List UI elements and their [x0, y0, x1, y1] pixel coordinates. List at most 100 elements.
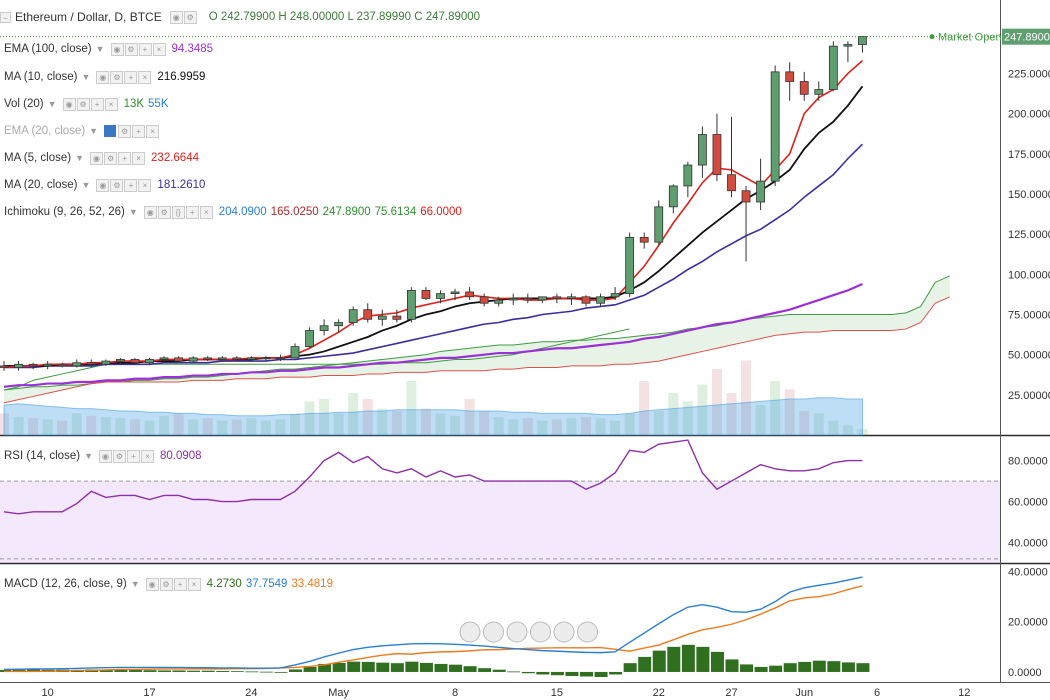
nav-scroll-button[interactable] [506, 621, 528, 643]
macd-histogram-bar [245, 671, 259, 673]
close-icon[interactable]: × [187, 577, 201, 591]
ichimoku-layer [3, 275, 950, 404]
eye-icon[interactable]: ◉ [98, 449, 112, 463]
close-icon[interactable]: × [104, 97, 118, 111]
nav-scroll-button[interactable] [553, 621, 575, 643]
legend-ma10[interactable]: MA (10, close) ▼ ◉ ⚙ + × 216.9959 [0, 70, 211, 84]
legend-ma20-value: 181.2610 [157, 179, 206, 191]
candle-body [727, 174, 736, 192]
ichimoku-span-b [3, 296, 950, 404]
nav-scroll-button[interactable] [483, 621, 504, 643]
eye-icon[interactable]: ◉ [96, 70, 110, 84]
plus-icon[interactable]: + [90, 97, 104, 111]
nav-scroll-button[interactable] [577, 621, 598, 643]
nav-button-circle[interactable] [506, 621, 528, 643]
candle-body [406, 289, 416, 320]
settings-icon[interactable]: ⚙ [110, 70, 124, 84]
settings-icon[interactable]: ⚙ [118, 124, 132, 138]
eye-icon[interactable]: ◉ [145, 577, 159, 591]
close-icon[interactable]: × [138, 178, 152, 192]
source-code-icon[interactable]: {} [171, 205, 185, 219]
settings-icon[interactable]: ⚙ [104, 151, 118, 165]
nav-button-circle[interactable] [577, 621, 598, 643]
close-icon[interactable]: × [152, 42, 166, 56]
nav-button-circle[interactable] [553, 621, 575, 643]
eye-icon[interactable]: ◉ [169, 10, 183, 24]
chevron-down-icon[interactable]: ▼ [81, 72, 91, 82]
legend-macd[interactable]: MACD (12, 26, close, 9) ▼ ◉ ⚙ + × 4.2730 37.… [0, 577, 339, 591]
plus-icon[interactable]: + [124, 178, 138, 192]
volume-bar [348, 393, 359, 435]
candle-body [348, 309, 358, 323]
chevron-down-icon[interactable]: ▼ [128, 207, 138, 217]
chevron-down-icon[interactable]: ▼ [47, 99, 57, 109]
settings-icon[interactable]: ⚙ [110, 178, 124, 192]
legend-vol[interactable]: Vol (20) ▼ ◉ ⚙ + × 13K 55K [0, 97, 175, 111]
candle-body [246, 357, 256, 360]
candle-body [770, 71, 780, 182]
close-icon[interactable]: × [140, 449, 154, 463]
settings-icon[interactable]: ⚙ [183, 10, 197, 24]
macd-histogram-bar [259, 671, 273, 673]
plus-icon[interactable]: + [118, 151, 132, 165]
plus-icon[interactable]: + [132, 124, 146, 138]
legend-ma5[interactable]: MA (5, close) ▼ ◉ ⚙ + × 232.6644 [0, 151, 205, 165]
close-icon[interactable]: × [138, 70, 152, 84]
legend-ma20[interactable]: MA (20, close) ▼ ◉ ⚙ + × 181.2610 [0, 178, 211, 192]
plus-icon[interactable]: + [126, 449, 140, 463]
candle-body [43, 363, 53, 367]
collapse-icon[interactable]: − [0, 11, 11, 23]
plus-icon[interactable]: + [173, 577, 187, 591]
settings-icon[interactable]: ⚙ [159, 577, 173, 591]
candle-body [858, 36, 867, 45]
visibility-toggle-icon[interactable] [104, 125, 117, 137]
plus-icon[interactable]: + [185, 205, 199, 219]
candle-body [377, 315, 387, 320]
volume-bar [159, 415, 170, 435]
symbol-title: Ethereum / Dollar, D, BTCE [15, 10, 162, 24]
eye-icon[interactable]: ◉ [96, 178, 110, 192]
legend-macd-v2: 37.7549 [245, 578, 288, 590]
close-icon[interactable]: × [132, 151, 146, 165]
macd-histogram-bar [623, 663, 637, 672]
legend-ema20-label: EMA (20, close) [4, 125, 86, 137]
chevron-down-icon[interactable]: ▼ [84, 451, 93, 461]
chevron-down-icon[interactable]: ▼ [130, 579, 140, 589]
eye-icon[interactable]: ◉ [110, 42, 124, 56]
ichimoku-span-a [3, 275, 950, 391]
settings-icon[interactable]: ⚙ [124, 42, 138, 56]
macd-histogram-bar [158, 670, 172, 672]
plus-icon[interactable]: + [138, 42, 152, 56]
eye-icon[interactable]: ◉ [62, 97, 76, 111]
macd-histogram-bar [419, 662, 433, 672]
macd-histogram-bar [609, 671, 623, 675]
nav-scroll-button[interactable] [459, 621, 481, 643]
legend-ichimoku[interactable]: Ichimoku (9, 26, 52, 26) ▼ ◉ ⚙{} + × 204.090… [0, 205, 468, 219]
nav-button-circle[interactable] [483, 621, 504, 643]
eye-icon[interactable]: ◉ [143, 205, 157, 219]
close-icon[interactable]: × [199, 205, 213, 219]
settings-icon[interactable]: ⚙ [157, 205, 171, 219]
chevron-down-icon[interactable]: ▼ [89, 126, 99, 136]
settings-icon[interactable]: ⚙ [76, 97, 90, 111]
eye-icon[interactable]: ◉ [90, 151, 104, 165]
time-tick-label: Jun [795, 687, 813, 699]
time-tick-label: 10 [42, 687, 54, 699]
close-icon[interactable]: × [146, 124, 160, 138]
chevron-down-icon[interactable]: ▼ [75, 153, 85, 163]
nav-button-circle[interactable] [530, 621, 551, 643]
plus-icon[interactable]: + [124, 70, 138, 84]
settings-icon[interactable]: ⚙ [112, 449, 126, 463]
chevron-down-icon[interactable]: ▼ [95, 44, 105, 54]
candle-body [159, 357, 169, 360]
legend-ema100[interactable]: EMA (100, close) ▼ ◉ ⚙ + × 94.3485 [0, 42, 219, 56]
candle-body [741, 190, 751, 203]
chevron-down-icon[interactable]: ▼ [81, 180, 91, 190]
candle-body [639, 236, 649, 243]
nav-button-circle[interactable] [459, 621, 481, 643]
legend-rsi[interactable]: RSI (14, close) ▼ ◉ ⚙ + × 80.0908 [0, 449, 208, 463]
nav-scroll-button[interactable] [530, 621, 551, 643]
volume-bar [86, 415, 97, 435]
legend-ema20[interactable]: EMA (20, close) ▼ ⚙ + × [0, 124, 165, 138]
